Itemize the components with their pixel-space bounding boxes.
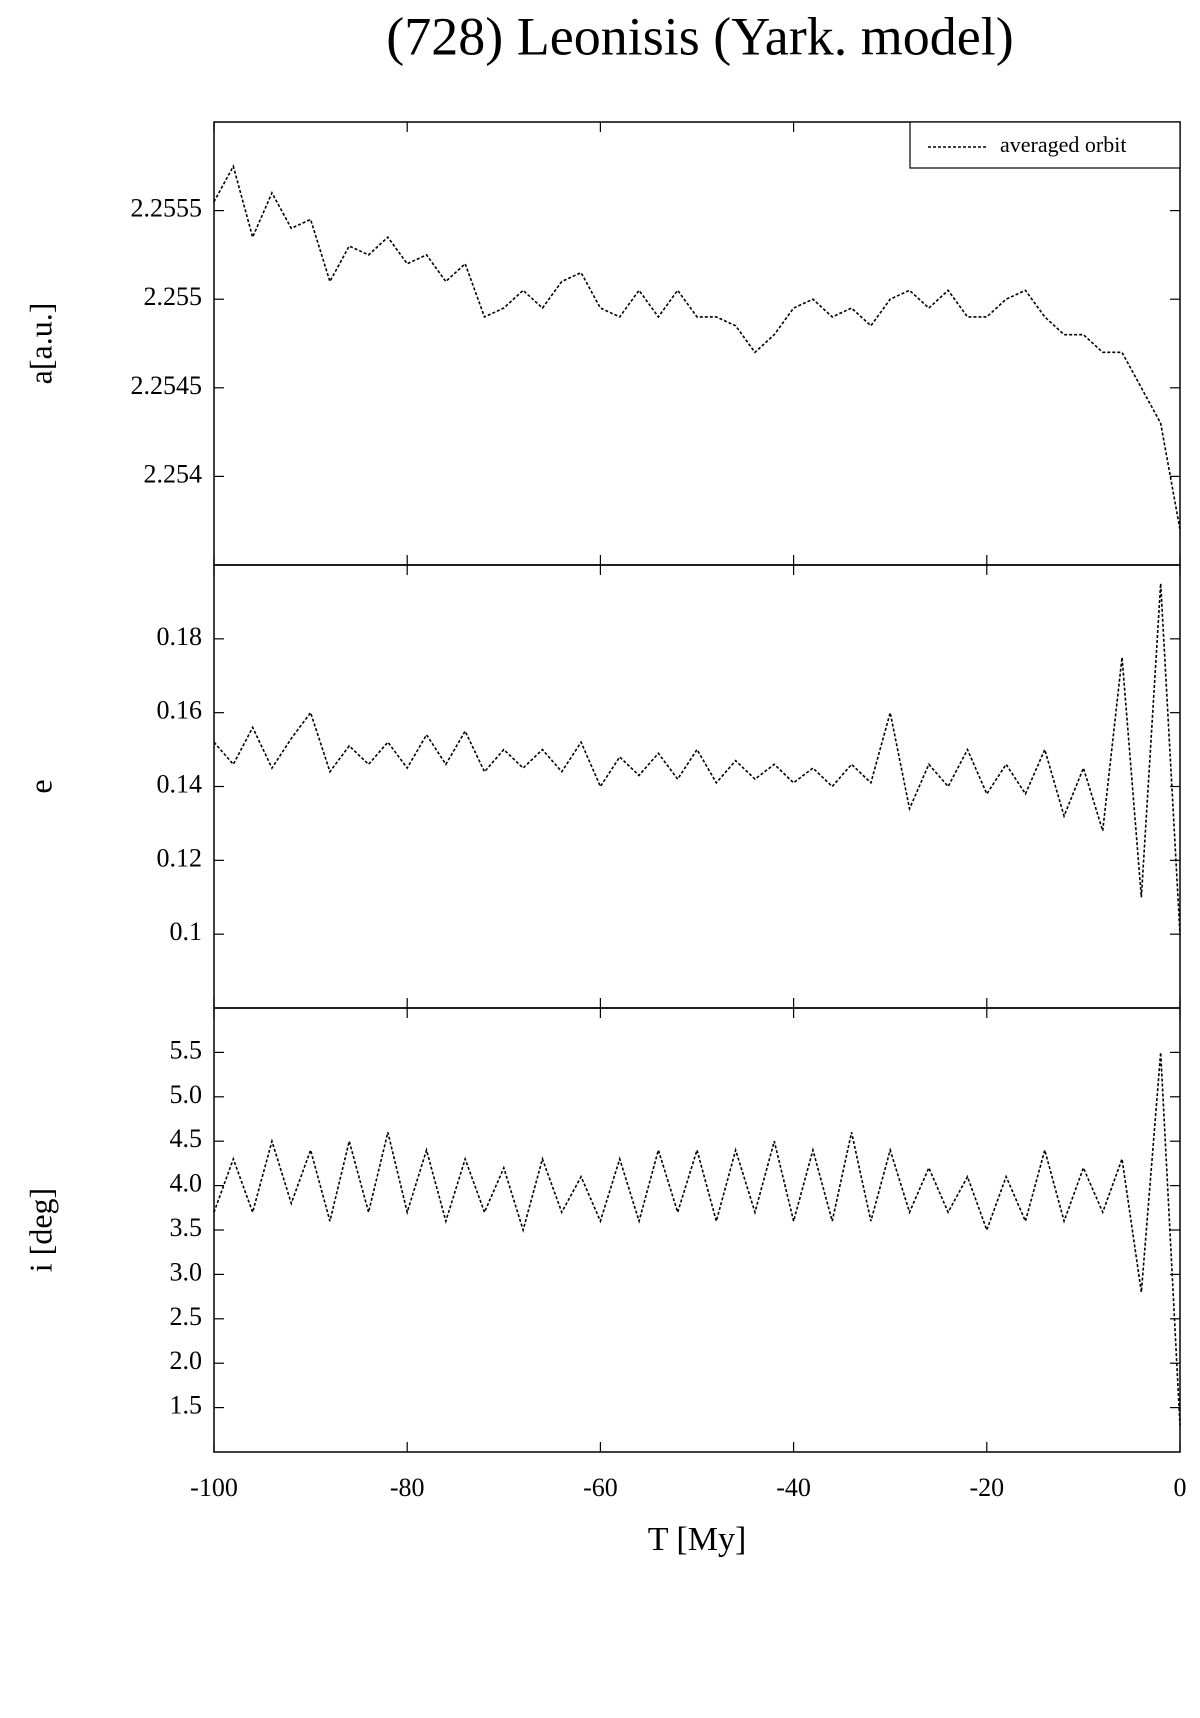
y-tick-label: 0.14 xyxy=(157,769,203,798)
data-line xyxy=(213,583,1181,935)
y-tick-label: 0.12 xyxy=(157,843,203,872)
y-tick-label: 3.0 xyxy=(170,1257,203,1286)
x-tick-label: -20 xyxy=(969,1473,1004,1502)
y-tick-label: 2.2555 xyxy=(131,194,203,223)
y-tick-label: 2.255 xyxy=(144,282,203,311)
y-tick-label: 0.16 xyxy=(157,696,203,725)
legend-label: averaged orbit xyxy=(1000,132,1126,157)
x-tick-label: -40 xyxy=(776,1473,811,1502)
x-tick-label: -80 xyxy=(390,1473,425,1502)
y-tick-label: 4.5 xyxy=(170,1124,203,1153)
y-tick-label: 2.0 xyxy=(170,1346,203,1375)
x-tick-label: -60 xyxy=(583,1473,618,1502)
y-tick-label: 5.0 xyxy=(170,1080,203,1109)
data-line xyxy=(213,1052,1181,1426)
x-tick-label: -100 xyxy=(190,1473,238,1502)
y-tick-label: 2.2545 xyxy=(131,371,203,400)
y-axis-label: e xyxy=(22,779,58,793)
y-tick-label: 3.5 xyxy=(170,1213,203,1242)
legend-box xyxy=(909,121,1181,169)
y-axis-label: i [deg] xyxy=(22,1188,58,1272)
data-line xyxy=(213,164,1181,530)
y-tick-label: 0.18 xyxy=(157,622,203,651)
plot-frame xyxy=(213,564,1181,1009)
x-axis-label: T [My] xyxy=(648,1521,747,1558)
plot-frame xyxy=(213,1007,1181,1453)
y-axis-label: a[a.u.] xyxy=(22,303,58,385)
y-tick-label: 2.5 xyxy=(170,1302,203,1331)
y-tick-label: 4.0 xyxy=(170,1169,203,1198)
plot-frame xyxy=(213,121,1181,566)
y-tick-label: 0.1 xyxy=(170,917,203,946)
x-tick-label: 0 xyxy=(1174,1473,1187,1502)
chart-title: (728) Leonisis (Yark. model) xyxy=(386,6,1013,66)
y-tick-label: 1.5 xyxy=(170,1391,203,1420)
y-tick-label: 2.254 xyxy=(144,459,203,488)
y-tick-label: 5.5 xyxy=(170,1035,203,1064)
